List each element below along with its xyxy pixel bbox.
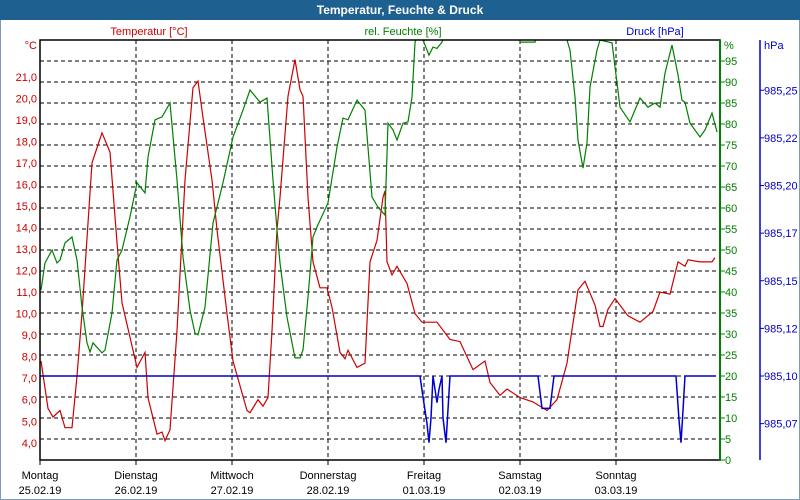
day-name-label: Donnerstag <box>300 470 357 482</box>
temperature-tick-label: 4,0 <box>22 438 37 450</box>
day-date-label: 02.03.19 <box>499 485 542 497</box>
temperature-unit: °C <box>25 40 37 52</box>
day-name-label: Mittwoch <box>210 470 253 482</box>
pressure-tick-label: 985,17 <box>764 228 798 240</box>
pressure-tick-label: 985,12 <box>764 323 798 335</box>
humidity-series-line <box>40 40 718 359</box>
humidity-tick-label: 60 <box>725 203 737 215</box>
humidity-tick-label: 25 <box>725 350 737 362</box>
humidity-tick-label: 15 <box>725 392 737 404</box>
humidity-tick-label: 55 <box>725 224 737 236</box>
humidity-tick-label: 65 <box>725 182 737 194</box>
day-date-label: 25.02.19 <box>19 485 62 497</box>
humidity-tick-label: 75 <box>725 140 737 152</box>
pressure-tick-label: 985,20 <box>764 181 798 193</box>
window-title: Temperatur, Feuchte & Druck <box>0 0 800 20</box>
humidity-tick-label: 5 <box>725 434 731 446</box>
humidity-tick-label: 40 <box>725 287 737 299</box>
temperature-tick-label: 9,0 <box>22 330 37 342</box>
temperature-tick-label: 10,0 <box>16 309 37 321</box>
humidity-tick-label: 80 <box>725 119 737 131</box>
day-name-label: Montag <box>22 470 59 482</box>
humidity-tick-label: 35 <box>725 308 737 320</box>
pressure-tick-label: 985,07 <box>764 419 798 431</box>
humidity-unit: % <box>724 40 734 52</box>
day-date-label: 03.03.19 <box>595 485 638 497</box>
temperature-tick-label: 15,0 <box>16 201 37 213</box>
day-date-label: 27.02.19 <box>211 485 254 497</box>
temperature-tick-label: 21,0 <box>16 72 37 84</box>
pressure-series-line <box>40 375 716 443</box>
temperature-tick-label: 14,0 <box>16 223 37 235</box>
pressure-axis-title: Druck [hPa] <box>626 26 683 38</box>
humidity-tick-label: 70 <box>725 161 737 173</box>
pressure-tick-label: 985,15 <box>764 276 798 288</box>
pressure-tick-label: 985,10 <box>764 371 798 383</box>
temperature-tick-label: 7,0 <box>22 373 37 385</box>
pressure-tick-label: 985,25 <box>764 85 798 97</box>
day-name-label: Freitag <box>407 470 441 482</box>
humidity-tick-label: 50 <box>725 245 737 257</box>
day-name-label: Dienstag <box>114 470 157 482</box>
temperature-axis-title: Temperatur [°C] <box>110 26 187 38</box>
pressure-tick-label: 985,22 <box>764 133 798 145</box>
humidity-tick-label: 95 <box>725 56 737 68</box>
humidity-tick-label: 90 <box>725 77 737 89</box>
temperature-tick-label: 20,0 <box>16 93 37 105</box>
humidity-tick-label: 10 <box>725 413 737 425</box>
pressure-unit: hPa <box>764 40 784 52</box>
day-date-label: 01.03.19 <box>403 485 446 497</box>
temperature-series-line <box>40 59 716 443</box>
temperature-tick-label: 5,0 <box>22 416 37 428</box>
temperature-tick-label: 13,0 <box>16 244 37 256</box>
temperature-tick-label: 19,0 <box>16 115 37 127</box>
temperature-tick-label: 18,0 <box>16 136 37 148</box>
humidity-tick-label: 45 <box>725 266 737 278</box>
humidity-tick-label: 20 <box>725 371 737 383</box>
day-date-label: 26.02.19 <box>115 485 158 497</box>
temperature-tick-label: 11,0 <box>16 287 37 299</box>
temperature-tick-label: 16,0 <box>16 179 37 191</box>
temperature-tick-label: 8,0 <box>22 352 37 364</box>
day-name-label: Sonntag <box>596 470 637 482</box>
humidity-tick-label: 0 <box>725 455 731 467</box>
temperature-tick-label: 6,0 <box>22 395 37 407</box>
temperature-tick-label: 17,0 <box>16 158 37 170</box>
humidity-tick-label: 30 <box>725 329 737 341</box>
humidity-axis-title: rel. Feuchte [%] <box>364 26 441 38</box>
day-date-label: 28.02.19 <box>307 485 350 497</box>
temperature-tick-label: 12,0 <box>16 266 37 278</box>
day-name-label: Samstag <box>498 470 541 482</box>
humidity-tick-label: 85 <box>725 98 737 110</box>
